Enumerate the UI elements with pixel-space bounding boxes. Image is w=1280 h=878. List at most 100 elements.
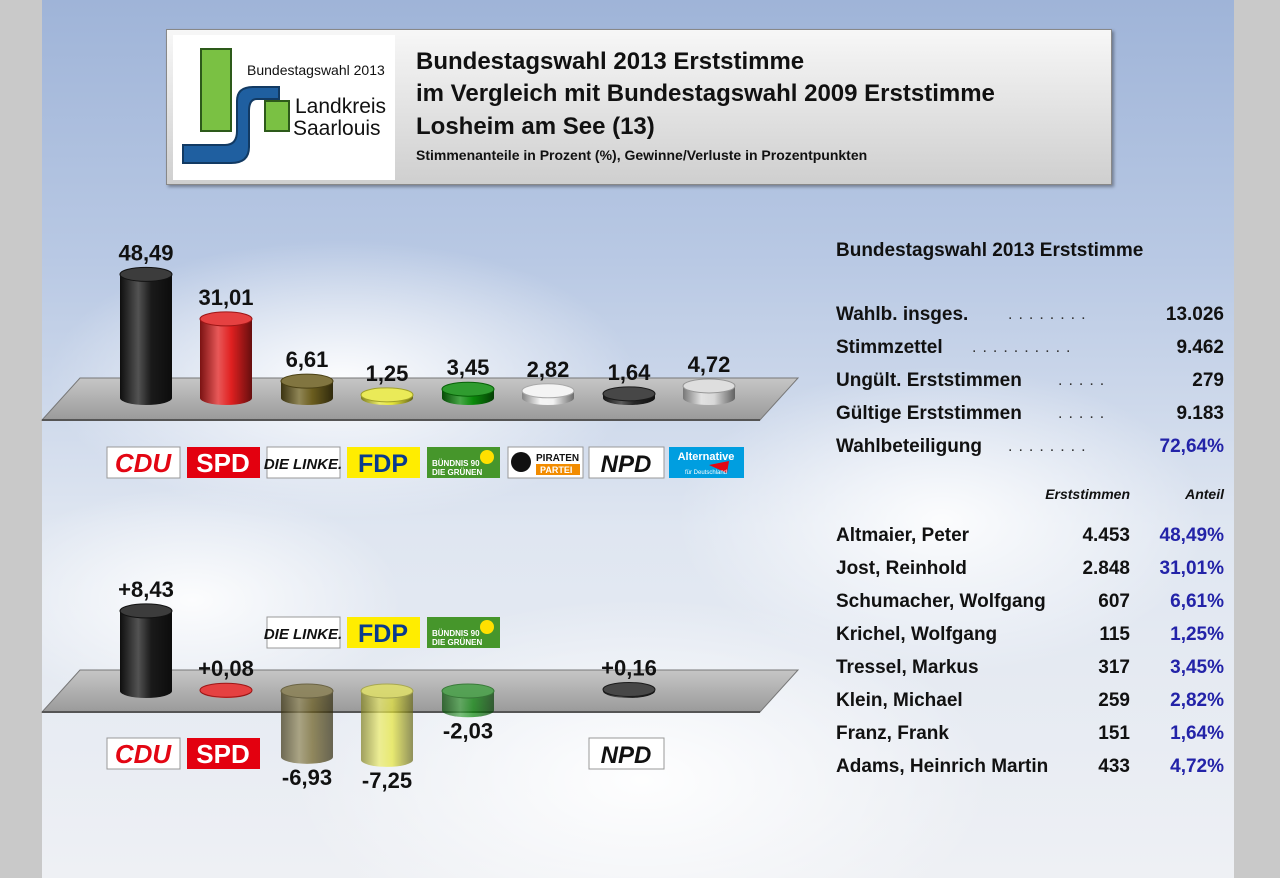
svg-text:FDP: FDP: [358, 450, 408, 478]
svg-text:DIE LINKE.: DIE LINKE.: [264, 456, 342, 473]
party-logos-mid: DIE LINKE. FDP BÜNDNIS 90 DIE GRÜNEN: [264, 616, 500, 649]
change-bar-3: [280, 683, 334, 764]
svg-text:CDU: CDU: [115, 448, 173, 478]
candidate-votes: 151: [1098, 723, 1130, 744]
svg-text:DIE GRÜNEN: DIE GRÜNEN: [432, 638, 482, 647]
svg-text:DIE LINKE.: DIE LINKE.: [264, 626, 342, 643]
change-bar-5: [441, 683, 495, 718]
charts-area: 48,49 31,01 6,61 1,25 3,45 2,82 1,64 4,72 +8,43…: [40, 240, 800, 793]
bar-value-label: 3,45: [447, 355, 490, 380]
logo-top-text: Bundestagswahl 2013: [247, 62, 385, 78]
summary-value: 279: [1192, 370, 1224, 391]
candidate-share: 1,25%: [1170, 624, 1224, 645]
candidate-share: 6,61%: [1170, 591, 1224, 612]
fdp-logo: FDP: [347, 447, 420, 478]
upper-bars: 48,49 31,01 6,61 1,25 3,45 2,82 1,64 4,72: [118, 240, 736, 405]
summary-label: Gültige Erststimmen: [836, 403, 1022, 424]
summary-value: 9.462: [1176, 337, 1224, 358]
svg-text:SPD: SPD: [196, 739, 249, 769]
svg-text:NPD: NPD: [601, 742, 652, 769]
change-value-label: -7,25: [362, 768, 412, 793]
change-value-label: +0,16: [601, 655, 657, 680]
candidate-share: 2,82%: [1170, 690, 1224, 711]
bar-value-label: 6,61: [286, 347, 329, 372]
bar-7: [602, 386, 656, 405]
candidate-name: Klein, Michael: [836, 690, 963, 711]
candidate-share: 4,72%: [1170, 756, 1224, 777]
svg-text:BÜNDNIS 90: BÜNDNIS 90: [432, 459, 480, 468]
svg-text:PARTEI: PARTEI: [540, 465, 572, 475]
svg-text:SPD: SPD: [196, 448, 249, 478]
party-logos-lower: CDU SPD NPD: [106, 737, 665, 770]
candidate-name: Schumacher, Wolfgang: [836, 591, 1046, 612]
summary-title: Bundestagswahl 2013 Erststimme: [836, 240, 1144, 261]
col-header-votes: Erststimmen: [1045, 486, 1130, 502]
svg-text:PIRATEN: PIRATEN: [536, 453, 579, 464]
candidate-votes: 607: [1098, 591, 1130, 612]
change-value-label: +8,43: [118, 577, 174, 602]
title-line-1: Bundestagswahl 2013 Erststimme: [416, 48, 805, 75]
summary-label: Wahlbeteiligung: [836, 436, 983, 457]
bar-value-label: 1,64: [608, 360, 652, 385]
leader-dots: ........: [1008, 438, 1092, 455]
title-line-2: im Vergleich mit Bundestagswahl 2009 Ers…: [416, 80, 995, 107]
logo-line1: Landkreis: [295, 95, 386, 118]
npd-logo-3: NPD: [588, 737, 665, 770]
candidate-votes: 115: [1099, 624, 1130, 645]
summary-label: Ungült. Erststimmen: [836, 370, 1022, 391]
candidate-votes: 4.453: [1082, 525, 1130, 546]
change-bar-7: [602, 681, 656, 698]
logo-line2: Saarlouis: [293, 117, 381, 140]
bar-value-label: 4,72: [688, 352, 731, 377]
turnout-value: 72,64%: [1159, 436, 1224, 457]
candidate-share: 48,49%: [1159, 525, 1224, 546]
linke-logo: DIE LINKE.: [264, 446, 342, 479]
leader-dots: .....: [1058, 372, 1111, 389]
leader-dots: ..........: [972, 339, 1077, 356]
bar-3: [280, 373, 334, 405]
bar-8: [682, 378, 736, 405]
leader-dots: .....: [1058, 405, 1111, 422]
gruene-logo: BÜNDNIS 90 DIE GRÜNEN: [427, 447, 500, 478]
linke-logo-2: DIE LINKE.: [264, 616, 342, 649]
candidate-name: Jost, Reinhold: [836, 558, 967, 579]
cdu-logo: CDU: [106, 446, 181, 479]
spd-logo-3: SPD: [187, 738, 260, 769]
summary-label: Stimmzettel: [836, 337, 943, 358]
npd-logo: NPD: [588, 446, 665, 479]
landkreis-logo-graphic: Bundestagswahl 2013 Landkreis Saarlouis: [182, 48, 386, 164]
svg-text:CDU: CDU: [115, 739, 173, 769]
candidate-name: Adams, Heinrich Martin: [836, 756, 1049, 777]
candidate-name: Krichel, Wolfgang: [836, 624, 998, 645]
lower-bars: +8,43 +0,08 -6,93 -7,25 -2,03 +0,16: [118, 577, 657, 793]
change-bar-1: [119, 603, 173, 698]
fdp-logo-2: FDP: [347, 617, 420, 648]
title-line-3: Losheim am See (13): [416, 113, 655, 140]
svg-text:FDP: FDP: [358, 620, 408, 648]
summary-value: 13.026: [1165, 304, 1224, 325]
bar-value-label: 2,82: [527, 357, 570, 382]
svg-text:BÜNDNIS 90: BÜNDNIS 90: [432, 629, 480, 638]
bar-4: [360, 387, 414, 405]
bar-value-label: 31,01: [198, 285, 253, 310]
spd-logo: SPD: [187, 447, 260, 478]
bar-2: [199, 311, 253, 405]
change-value-label: +0,08: [198, 656, 254, 681]
subtitle: Stimmenanteile in Prozent (%), Gewinne/V…: [416, 147, 868, 163]
party-logos-upper: CDU SPD DIE LINKE. FDP BÜNDNIS 90 DIE GR…: [106, 446, 744, 479]
svg-text:für Deutschland: für Deutschland: [685, 470, 727, 476]
candidate-share: 1,64%: [1170, 723, 1224, 744]
candidate-votes: 259: [1098, 690, 1130, 711]
change-bar-2: [199, 682, 253, 698]
svg-text:NPD: NPD: [601, 451, 652, 478]
change-bar-4: [360, 683, 414, 767]
bar-5: [441, 381, 495, 405]
candidate-votes: 433: [1098, 756, 1130, 777]
leader-dots: ........: [1008, 306, 1092, 323]
summary-label: Wahlb. insges.: [836, 304, 969, 325]
cdu-logo-3: CDU: [106, 737, 181, 770]
bar-1: [119, 266, 173, 405]
candidate-name: Tressel, Markus: [836, 657, 979, 678]
candidate-name: Franz, Frank: [836, 723, 949, 744]
candidate-share: 31,01%: [1159, 558, 1224, 579]
